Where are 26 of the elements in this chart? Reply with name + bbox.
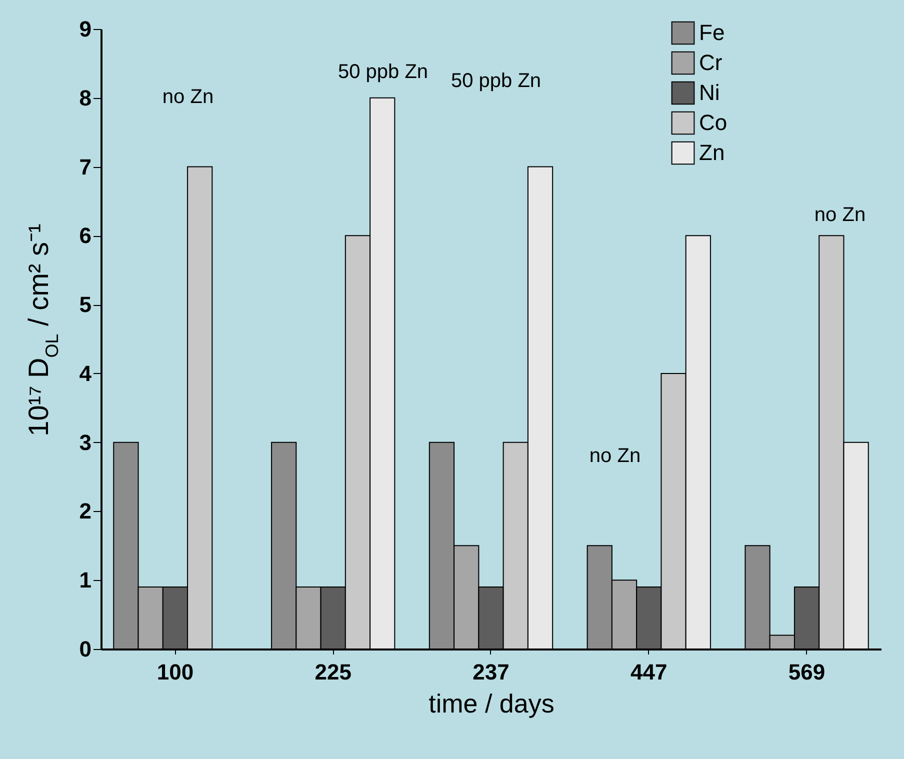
annotation: no Zn — [814, 204, 866, 226]
annotation: 50 ppb Zn — [338, 61, 428, 83]
legend-label: Cr — [699, 50, 722, 75]
annotation: no Zn — [589, 445, 641, 467]
x-tick-label: 569 — [788, 660, 826, 684]
y-tick-label: 3 — [79, 430, 92, 455]
y-tick-label: 4 — [79, 360, 92, 386]
x-tick-label: 237 — [472, 660, 510, 684]
y-tick-label: 2 — [79, 498, 92, 524]
y-tick-label: 7 — [79, 154, 92, 180]
y-tick-label: 5 — [79, 292, 92, 318]
x-tick-label: 225 — [314, 660, 352, 684]
x-axis-title: time / days — [428, 688, 554, 718]
y-tick-label: 1 — [79, 568, 92, 593]
annotation: no Zn — [162, 86, 214, 108]
y-tick-label: 9 — [79, 16, 92, 42]
annotation: 50 ppb Zn — [450, 70, 542, 92]
legend-label: Zn — [699, 140, 725, 165]
y-tick-label: 8 — [79, 85, 92, 110]
legend-label: Ni — [699, 80, 720, 105]
y-tick-label: 0 — [79, 636, 92, 662]
x-tick-label: 447 — [630, 660, 668, 684]
x-tick-label: 100 — [156, 660, 194, 684]
legend-label: Fe — [699, 20, 725, 45]
y-tick-label: 6 — [79, 223, 92, 248]
legend-label: Co — [699, 110, 728, 135]
